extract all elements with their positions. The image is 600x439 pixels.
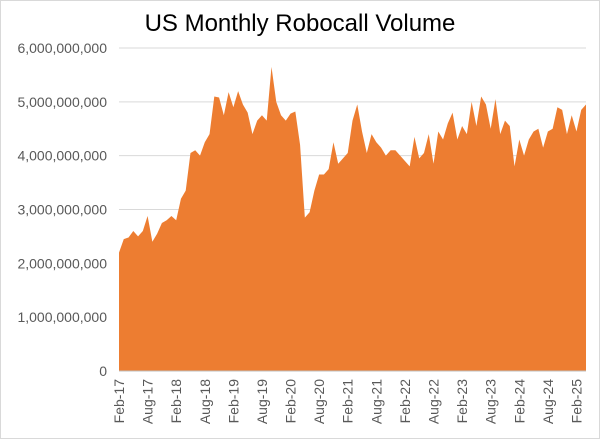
- x-tick-label-7: Aug-20: [311, 379, 327, 424]
- x-tick-label-0: Feb-17: [111, 379, 127, 424]
- robocall-volume-area: [119, 66, 586, 371]
- y-tick-label-3: 3,000,000,000: [17, 202, 107, 218]
- chart-title: US Monthly Robocall Volume: [144, 10, 456, 37]
- x-tick-label-10: Feb-22: [397, 379, 413, 424]
- y-tick-label-2: 2,000,000,000: [17, 255, 107, 271]
- x-tick-label-6: Feb-20: [283, 379, 299, 424]
- y-tick-label-6: 6,000,000,000: [17, 40, 107, 56]
- x-tick-label-13: Aug-23: [483, 379, 499, 424]
- x-tick-label-15: Aug-24: [540, 379, 556, 424]
- x-axis-tick-labels: Feb-17 Aug-17 Feb-18 Aug-18 Feb-19 Aug-19 Feb-…: [111, 379, 584, 424]
- area-series: [119, 66, 586, 371]
- x-tick-label-16: Feb-25: [568, 379, 584, 424]
- y-tick-label-0: 0: [99, 363, 107, 379]
- y-axis-tick-labels: 0 1,000,000,000 2,000,000,000 3,000,000,000…: [17, 40, 107, 379]
- x-tick-label-5: Aug-19: [254, 379, 270, 424]
- x-tick-label-3: Aug-18: [197, 379, 213, 424]
- x-tick-label-9: Aug-21: [368, 379, 384, 424]
- x-tick-label-8: Feb-21: [340, 379, 356, 424]
- y-tick-label-1: 1,000,000,000: [17, 309, 107, 325]
- x-tick-label-2: Feb-18: [168, 379, 184, 424]
- y-tick-label-4: 4,000,000,000: [17, 148, 107, 164]
- x-tick-label-12: Feb-23: [454, 379, 470, 424]
- x-tick-label-11: Aug-22: [426, 379, 442, 424]
- y-tick-label-5: 5,000,000,000: [17, 94, 107, 110]
- x-tick-label-4: Feb-19: [225, 379, 241, 424]
- x-tick-label-14: Feb-24: [511, 379, 527, 424]
- x-tick-label-1: Aug-17: [140, 379, 156, 424]
